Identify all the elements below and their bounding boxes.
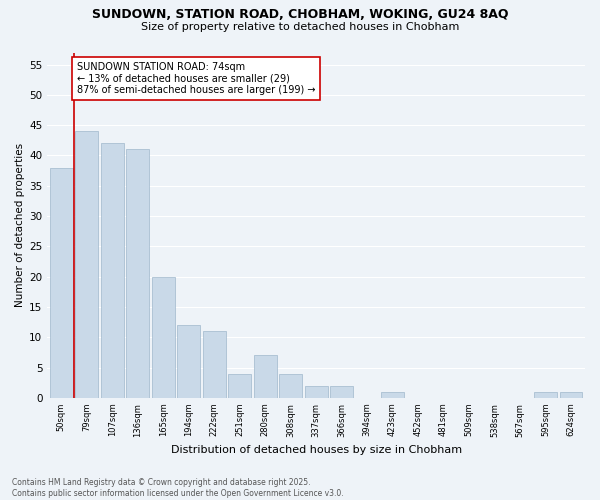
Bar [203, 331, 226, 398]
Bar [330, 386, 353, 398]
Text: Contains HM Land Registry data © Crown copyright and database right 2025.
Contai: Contains HM Land Registry data © Crown c… [12, 478, 344, 498]
Bar [560, 392, 583, 398]
Bar [279, 374, 302, 398]
Text: Size of property relative to detached houses in Chobham: Size of property relative to detached ho… [141, 22, 459, 32]
Bar [126, 150, 149, 398]
Bar [50, 168, 73, 398]
Bar [101, 144, 124, 398]
Bar [254, 356, 277, 398]
Bar [381, 392, 404, 398]
Bar [177, 325, 200, 398]
X-axis label: Distribution of detached houses by size in Chobham: Distribution of detached houses by size … [170, 445, 462, 455]
Bar [152, 276, 175, 398]
Text: SUNDOWN STATION ROAD: 74sqm
← 13% of detached houses are smaller (29)
87% of sem: SUNDOWN STATION ROAD: 74sqm ← 13% of det… [77, 62, 315, 95]
Bar [228, 374, 251, 398]
Text: SUNDOWN, STATION ROAD, CHOBHAM, WOKING, GU24 8AQ: SUNDOWN, STATION ROAD, CHOBHAM, WOKING, … [92, 8, 508, 20]
Bar [534, 392, 557, 398]
Y-axis label: Number of detached properties: Number of detached properties [15, 143, 25, 307]
Bar [76, 132, 98, 398]
Bar [305, 386, 328, 398]
